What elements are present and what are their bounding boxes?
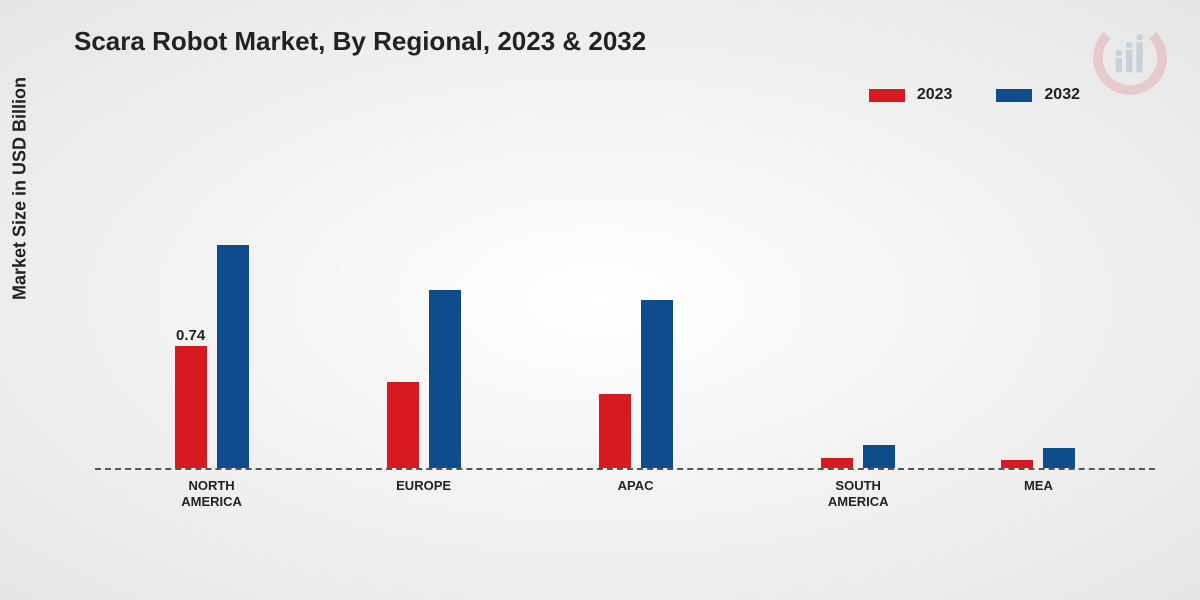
x-tick-label: SOUTH AMERICA	[828, 478, 889, 509]
bar-2023	[387, 382, 419, 468]
legend-item-2032: 2032	[996, 86, 1080, 104]
bar-group	[821, 140, 895, 468]
legend: 2023 2032	[869, 86, 1080, 104]
bar-2032	[217, 245, 249, 468]
legend-item-2023: 2023	[869, 86, 953, 104]
bar-value-label: 0.74	[176, 327, 205, 346]
bar-2023	[599, 394, 631, 468]
bar-2023	[175, 346, 207, 468]
legend-swatch-2032	[996, 89, 1032, 102]
x-tick-label: APAC	[618, 478, 654, 494]
bar-2032	[863, 445, 895, 468]
bar-group: 0.74	[175, 140, 249, 468]
bar-group	[1001, 140, 1075, 468]
x-axis-labels: NORTH AMERICA EUROPE APAC SOUTH AMERICA MEA	[95, 474, 1155, 524]
bar-2032	[429, 290, 461, 468]
x-tick-label: NORTH AMERICA	[181, 478, 242, 509]
bar-2032	[641, 300, 673, 468]
bar-2023	[821, 458, 853, 468]
x-tick-label: EUROPE	[396, 478, 451, 494]
legend-label-2023: 2023	[917, 86, 953, 104]
y-axis-label: Market Size in USD Billion	[10, 77, 31, 300]
legend-label-2032: 2032	[1044, 86, 1080, 104]
bar-group	[599, 140, 673, 468]
bar-group	[387, 140, 461, 468]
brand-logo-icon	[1090, 18, 1170, 98]
plot-area: 0.74	[95, 140, 1155, 470]
legend-swatch-2023	[869, 89, 905, 102]
bar-2023	[1001, 460, 1033, 468]
bar-2032	[1043, 448, 1075, 468]
x-tick-label: MEA	[1024, 478, 1053, 494]
chart-title: Scara Robot Market, By Regional, 2023 & …	[74, 26, 646, 57]
